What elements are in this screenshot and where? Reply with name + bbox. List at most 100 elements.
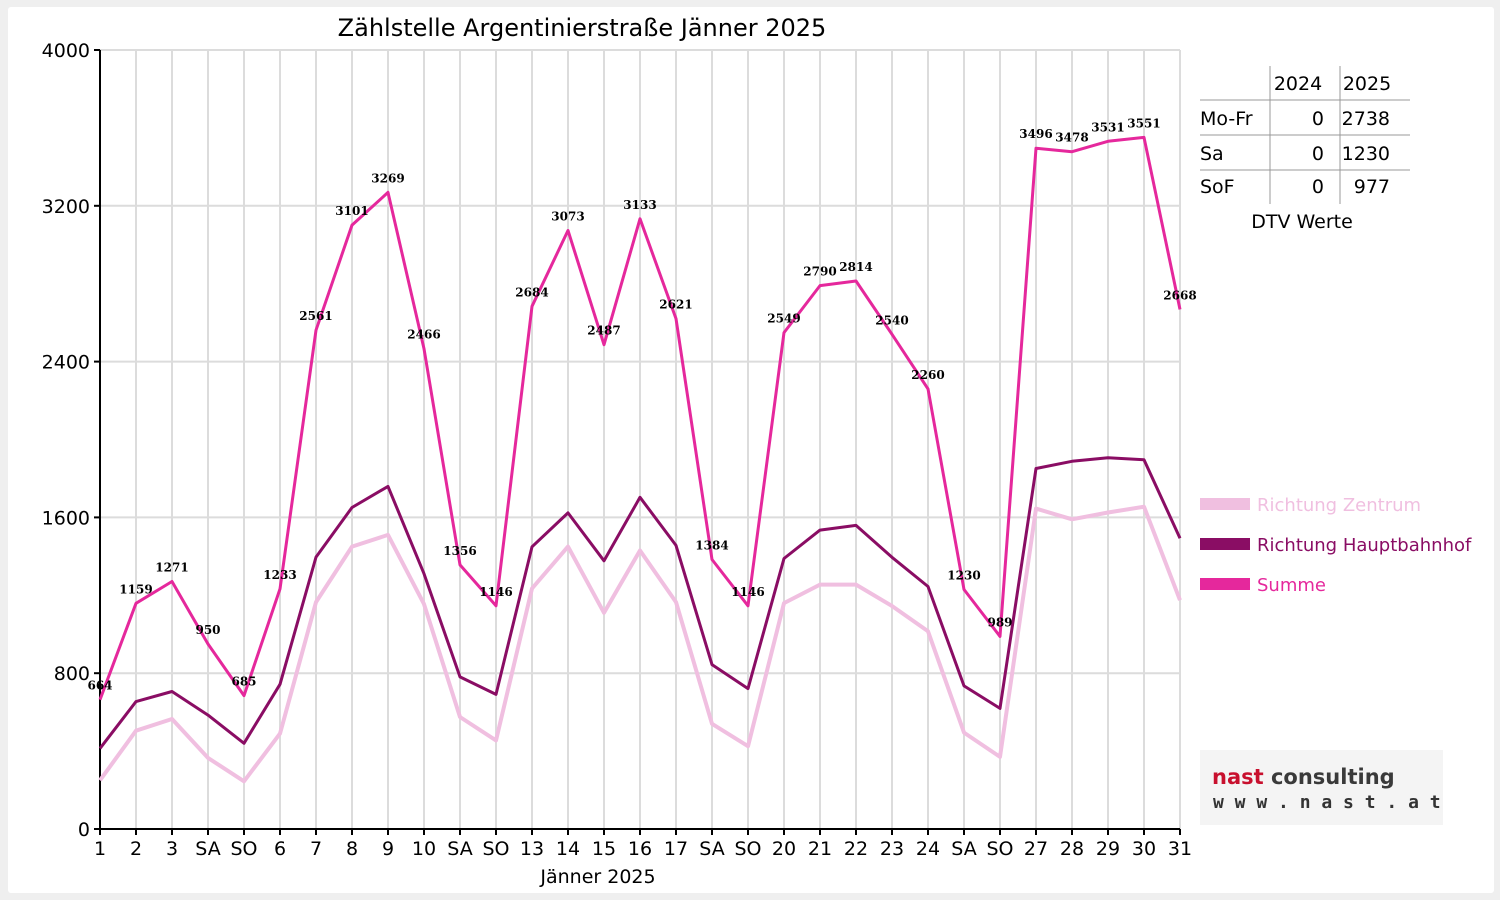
x-tick-label: 16 [628, 838, 652, 860]
data-label: 3101 [335, 204, 368, 218]
x-tick-label: 9 [382, 838, 394, 860]
x-axis-label: Jänner 2025 [539, 866, 655, 888]
series-line-1 [98, 504, 1182, 784]
data-label: 1146 [731, 585, 764, 599]
legend-entry: Richtung Hauptbahnhof [1257, 535, 1472, 556]
x-tick-label: SA [699, 838, 724, 860]
data-label: 685 [231, 675, 256, 689]
x-tick-label: SO [734, 838, 761, 860]
x-tick-label: 30 [1132, 838, 1156, 860]
inner-panel [8, 7, 1494, 893]
logo-text-consulting: consulting [1271, 765, 1395, 789]
dtv-cell-2024: 0 [1312, 143, 1324, 165]
x-tick-label: 24 [916, 838, 940, 860]
y-tick-label: 0 [78, 819, 90, 841]
dtv-cell-2024: 0 [1312, 176, 1324, 198]
dtv-row-label: Sa [1200, 143, 1224, 165]
x-tick-label: SA [447, 838, 472, 860]
dtv-header-2025: 2025 [1343, 73, 1391, 95]
data-label: 2549 [767, 312, 800, 326]
dtv-cell-2025: 2738 [1342, 108, 1390, 130]
data-label: 2668 [1163, 288, 1196, 302]
x-tick-label: 15 [592, 838, 616, 860]
legend: Richtung Zentrum Richtung Hauptbahnhof Sum… [1200, 495, 1472, 596]
chart-title: Zählstelle Argentinierstraße Jänner 2025 [338, 14, 827, 42]
data-label: 2814 [839, 260, 872, 274]
x-tick-label: 13 [520, 838, 544, 860]
x-tick-label: SO [482, 838, 509, 860]
logo-url: w w w . n a s t . a t [1213, 792, 1441, 813]
data-label: 2684 [515, 285, 548, 299]
x-axis-ticks: 1 2 3 SA SO 6 7 8 9 10 SA SO 13 14 15 16 17 SA SO 20 21 22 23 2… [94, 829, 1192, 860]
data-label: 1356 [443, 544, 476, 558]
data-label: 2790 [803, 265, 836, 279]
x-tick-label: 17 [664, 838, 688, 860]
nast-logo: nast consulting w w w . n a s t . a t [1200, 750, 1443, 825]
logo-background [1200, 750, 1443, 825]
x-tick-label: 14 [556, 838, 580, 860]
x-tick-label: 29 [1096, 838, 1120, 860]
x-tick-label: 7 [310, 838, 322, 860]
y-tick-label: 800 [54, 663, 90, 685]
data-label: 3531 [1091, 120, 1124, 134]
series-lines [98, 135, 1182, 784]
legend-swatch [1200, 498, 1250, 510]
dtv-row-label: Mo-Fr [1200, 108, 1253, 130]
data-label: 1159 [119, 582, 152, 596]
x-tick-label: 22 [844, 838, 868, 860]
x-tick-label: 10 [412, 838, 436, 860]
x-tick-label: 31 [1168, 838, 1192, 860]
logo-text: nast consulting [1212, 765, 1395, 789]
dtv-cell-2025: 1230 [1342, 143, 1390, 165]
x-tick-label: 28 [1060, 838, 1084, 860]
data-label: 1233 [263, 568, 296, 582]
legend-entry: Summe [1257, 575, 1326, 596]
legend-entry: Richtung Zentrum [1257, 495, 1421, 516]
dtv-cell-2024: 0 [1312, 108, 1324, 130]
data-label: 950 [195, 623, 220, 637]
y-tick-label: 1600 [42, 507, 90, 529]
series-line-2 [98, 456, 1182, 750]
y-tick-label: 4000 [42, 40, 90, 62]
data-label: 664 [87, 679, 112, 693]
data-label: 1146 [479, 585, 512, 599]
y-axis-ticks: 0 800 1600 2400 3200 4000 [42, 40, 100, 841]
data-label: 3073 [551, 210, 584, 224]
dtv-row-label: SoF [1200, 176, 1235, 198]
data-label: 2466 [407, 328, 440, 342]
y-tick-label: 2400 [42, 352, 90, 374]
x-tick-label: 27 [1024, 838, 1048, 860]
x-tick-label: 3 [166, 838, 178, 860]
x-tick-label: SA [195, 838, 220, 860]
legend-swatch [1200, 538, 1250, 550]
dtv-header-2024: 2024 [1274, 73, 1322, 95]
data-label: 2540 [875, 313, 908, 327]
x-tick-label: SA [951, 838, 976, 860]
x-tick-label: 6 [274, 838, 286, 860]
data-label: 3478 [1055, 131, 1088, 145]
data-label: 3551 [1127, 116, 1160, 130]
data-label: 1271 [155, 560, 188, 574]
y-tick-label: 3200 [42, 196, 90, 218]
data-label: 1384 [695, 538, 728, 552]
data-label: 2487 [587, 324, 620, 338]
legend-swatch [1200, 578, 1250, 590]
x-tick-label: SO [986, 838, 1013, 860]
dtv-caption: DTV Werte [1251, 211, 1353, 233]
data-label: 3496 [1019, 127, 1052, 141]
x-tick-label: 20 [772, 838, 796, 860]
data-label: 2260 [911, 368, 944, 382]
x-tick-label: 21 [808, 838, 832, 860]
data-label: 1230 [947, 568, 980, 582]
x-tick-label: 23 [880, 838, 904, 860]
x-tick-label: 2 [130, 838, 142, 860]
data-label: 989 [987, 615, 1012, 629]
data-label: 3133 [623, 198, 656, 212]
x-tick-label: 8 [346, 838, 358, 860]
logo-text-nast: nast [1212, 765, 1264, 789]
grid-lines [100, 49, 1181, 829]
dtv-table: 2024 2025 Mo-Fr 0 2738 Sa 0 1230 SoF 0 9… [1200, 66, 1410, 233]
